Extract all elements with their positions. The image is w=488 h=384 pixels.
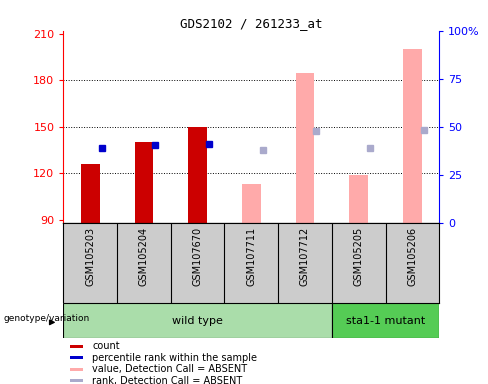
Bar [349, 175, 368, 223]
Bar [70, 379, 82, 382]
Text: sta1-1 mutant: sta1-1 mutant [346, 316, 425, 326]
Bar [403, 49, 422, 223]
Bar [296, 73, 314, 223]
Bar [70, 344, 82, 348]
Text: GSM107670: GSM107670 [193, 227, 203, 286]
Text: count: count [92, 341, 120, 351]
Text: GSM105206: GSM105206 [407, 227, 417, 286]
Bar [63, 303, 332, 338]
Bar [332, 303, 439, 338]
Text: value, Detection Call = ABSENT: value, Detection Call = ABSENT [92, 364, 247, 374]
Text: GSM105204: GSM105204 [139, 227, 149, 286]
Bar [188, 127, 207, 223]
Text: genotype/variation: genotype/variation [3, 314, 89, 323]
Text: percentile rank within the sample: percentile rank within the sample [92, 353, 257, 363]
Text: GSM105205: GSM105205 [354, 227, 364, 286]
Text: GSM107711: GSM107711 [246, 227, 256, 286]
Text: wild type: wild type [172, 316, 223, 326]
Bar [81, 164, 100, 223]
Bar [135, 142, 153, 223]
Text: rank, Detection Call = ABSENT: rank, Detection Call = ABSENT [92, 376, 243, 384]
Bar [242, 184, 261, 223]
Title: GDS2102 / 261233_at: GDS2102 / 261233_at [180, 17, 323, 30]
Text: GSM107712: GSM107712 [300, 227, 310, 286]
Bar [70, 356, 82, 359]
Bar [70, 367, 82, 371]
Text: GSM105203: GSM105203 [85, 227, 95, 286]
